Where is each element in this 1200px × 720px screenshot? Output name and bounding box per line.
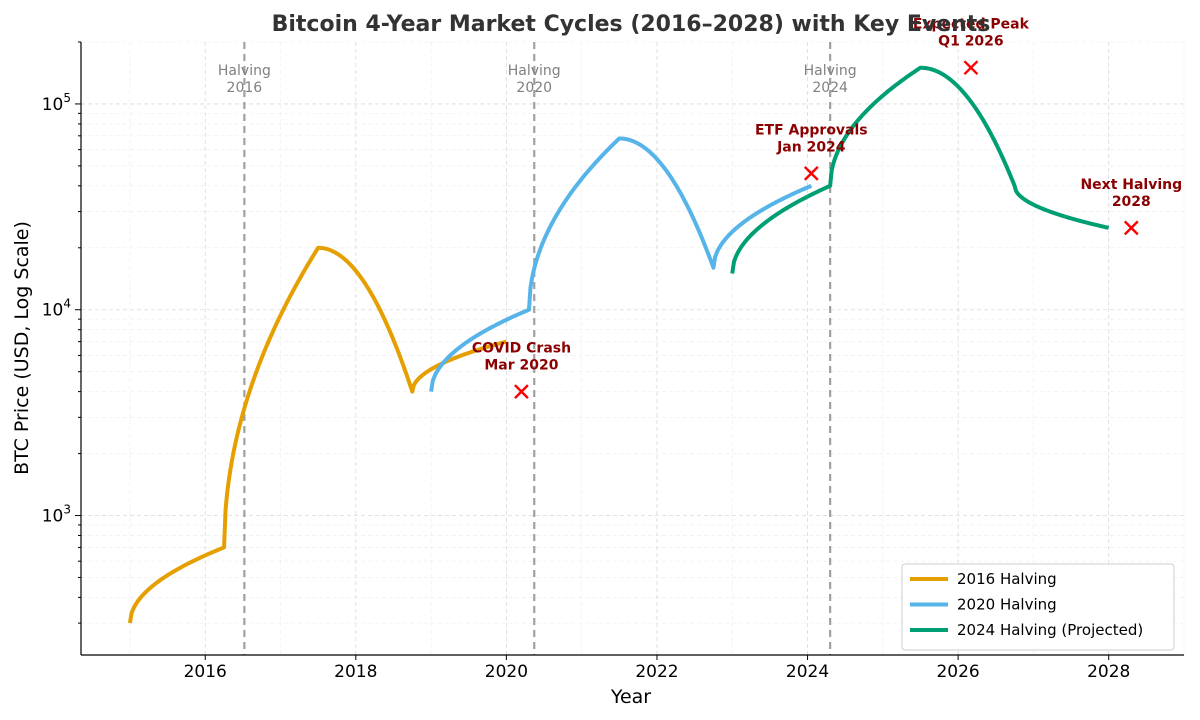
series-lines	[127, 65, 1110, 624]
legend-label: 2016 Halving	[957, 570, 1057, 588]
x-tick-label: 2020	[485, 662, 528, 682]
event-label: ETF Approvals	[755, 122, 868, 138]
tick-labels: 2016 2018 2020 2022 2024 2026 2028 103 104 105	[42, 41, 1130, 682]
series-line	[127, 245, 507, 624]
x-tick-label: 2018	[334, 662, 377, 682]
event-marker	[1123, 220, 1139, 236]
legend-box	[901, 563, 1175, 651]
series-line	[730, 65, 1110, 274]
halving-label: Halving	[218, 63, 271, 79]
event-label: Q1 2026	[938, 34, 1003, 50]
legend-label: 2024 Halving (Projected)	[957, 621, 1143, 639]
halving-label: 2020	[516, 80, 552, 96]
grid	[81, 41, 1185, 655]
event-label: Next Halving	[1080, 177, 1182, 193]
x-tick-label: 2022	[635, 662, 678, 682]
halving-label: 2016	[227, 80, 263, 96]
event-marker	[803, 165, 819, 181]
x-axis-label: Year	[610, 686, 651, 708]
y-tick-label: 103	[42, 503, 71, 527]
event-marker	[963, 60, 979, 76]
event-label: Mar 2020	[484, 358, 558, 374]
event-label: Expected Peak	[913, 17, 1030, 33]
event-label: Jan 2024	[776, 139, 846, 155]
x-tick-label: 2028	[1087, 662, 1130, 682]
halving-label: Halving	[804, 63, 857, 79]
halving-label: 2024	[812, 80, 848, 96]
event-marker-stroke	[1123, 220, 1139, 236]
axes	[80, 42, 1184, 656]
event-label: COVID Crash	[472, 341, 571, 357]
event-marker-stroke	[514, 384, 529, 399]
chart-title: Bitcoin 4-Year Market Cycles (2016–2028)…	[272, 12, 991, 37]
x-tick-label: 2026	[936, 662, 979, 682]
halving-label: Halving	[508, 63, 561, 79]
y-tick-label: 104	[42, 297, 71, 321]
legend-label: 2020 Halving	[957, 596, 1057, 614]
event-marker-stroke	[963, 60, 979, 76]
event-marker-stroke	[803, 165, 819, 181]
x-tick-label: 2016	[184, 662, 227, 682]
x-tick-label: 2024	[786, 662, 829, 682]
event-label: 2028	[1112, 194, 1151, 210]
legend: 2016 Halving 2020 Halving 2024 Halving (Pr…	[901, 563, 1175, 651]
y-tick-label: 105	[42, 91, 71, 115]
series-line	[429, 136, 813, 392]
event-marker	[514, 384, 529, 399]
y-axis-label: BTC Price (USD, Log Scale)	[11, 221, 33, 475]
